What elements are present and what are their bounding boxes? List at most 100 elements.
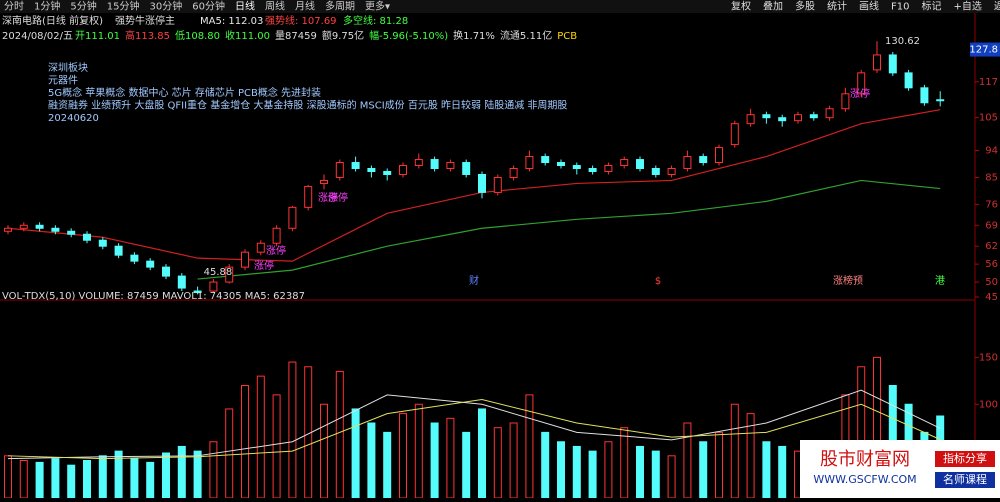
candle-body	[509, 168, 518, 178]
volume-bar	[367, 422, 376, 499]
volume-bar	[67, 464, 76, 499]
y-tick-label: 56	[985, 259, 998, 270]
candle-body	[209, 281, 218, 292]
candle-body	[351, 162, 360, 170]
candle-body	[19, 224, 28, 229]
toolbar-bg	[0, 0, 1000, 13]
volume-bar	[541, 431, 550, 499]
toolbar-item[interactable]: 返回	[994, 1, 1000, 13]
annotation: 涨停	[254, 259, 274, 272]
candle-body	[525, 156, 534, 170]
y-tick-label: 69	[985, 220, 998, 231]
watermark: WWW.GSCFW.COM	[813, 473, 916, 486]
volume-bar	[462, 431, 471, 499]
annotation: $	[655, 276, 661, 287]
header-indicator: 强势牛涨停主	[115, 14, 175, 27]
toolbar-item[interactable]: 日线	[235, 0, 255, 13]
candle-body	[572, 165, 581, 170]
watermark-tag	[935, 451, 995, 467]
toolbar-item[interactable]: 标记	[921, 1, 941, 13]
volume-header: VOL-TDX(5,10) VOLUME: 87459 MAVOL1: 7430…	[2, 291, 305, 302]
volume-bar	[636, 445, 644, 499]
toolbar-item[interactable]: 多周期	[325, 0, 355, 13]
candle-body	[746, 114, 755, 125]
toolbar-item[interactable]: 周线	[265, 0, 285, 13]
volume-bar	[193, 450, 202, 499]
ma-line	[197, 179, 941, 280]
toolbar-item[interactable]: 分时	[4, 1, 24, 13]
candle-body	[794, 114, 802, 122]
volume-bar	[683, 422, 692, 499]
y-tick-label: 45	[985, 292, 998, 303]
toolbar-item[interactable]: 复权	[731, 0, 751, 13]
volume-bar	[762, 441, 771, 499]
watermark: 股市财富网	[820, 449, 910, 470]
candle-body	[430, 159, 439, 170]
candle-body	[462, 162, 471, 175]
quote-item: 开111.01	[75, 31, 120, 42]
price-highlight	[970, 42, 1000, 57]
candle-body	[541, 156, 550, 164]
candle-body	[383, 170, 392, 175]
volume-bar	[399, 413, 407, 499]
candle-body	[193, 290, 202, 294]
volume-bar	[320, 403, 328, 499]
candle-body	[367, 168, 376, 172]
candle-body	[651, 168, 660, 175]
toolbar-item[interactable]: 1分钟	[34, 0, 60, 13]
toolbar-item[interactable]: 60分钟	[192, 0, 225, 13]
volume-bar	[130, 458, 139, 499]
toolbar-item[interactable]: 30分钟	[149, 0, 182, 13]
candle-body	[414, 159, 423, 167]
volume-bar	[351, 408, 360, 499]
toolbar-item[interactable]: 15分钟	[107, 0, 140, 13]
watermark: 指标分享	[943, 451, 987, 465]
toolbar-item[interactable]: 5分钟	[70, 0, 96, 13]
volume-bar	[335, 370, 344, 499]
volume-bar	[509, 422, 518, 499]
candle-body	[920, 87, 929, 104]
volume-bar	[288, 361, 297, 499]
info-line: 5G概念 苹果概念 数据中心 芯片 存储芯片 PCB概念 先进封装	[48, 86, 321, 99]
candle-body	[715, 147, 723, 164]
info-line: 元器件	[48, 75, 78, 87]
quote-item: 额9.75亿	[322, 29, 364, 42]
quote-item: 流通5.11亿	[500, 29, 552, 42]
annotation: 财	[469, 274, 479, 287]
candle-body	[493, 176, 502, 193]
header-name: 深南电路(日线 前复权)	[2, 14, 103, 27]
y-tick-label: 150	[979, 352, 998, 363]
candle-body	[809, 114, 818, 119]
volume-bar	[35, 461, 44, 499]
y-tick-label: 85	[985, 172, 998, 183]
volume-bar	[4, 455, 12, 499]
volume-bar	[241, 385, 249, 499]
candle-body	[98, 239, 107, 247]
annotation: 涨停	[266, 244, 286, 257]
toolbar-item[interactable]: 统计	[827, 0, 847, 13]
volume-line	[7, 389, 941, 460]
candle-body	[604, 165, 613, 172]
candle-body	[683, 156, 692, 170]
y-tick-label: 50	[985, 277, 998, 288]
toolbar-item[interactable]: 画线	[859, 0, 879, 13]
toolbar-item[interactable]: 多股	[795, 0, 815, 13]
candle-body	[272, 227, 281, 244]
volume-bar	[383, 431, 392, 499]
info-line: 融资融券 业绩预升 大盘股 QFII重仓 基金增仓 大基金持股 深股通标的 MS…	[48, 99, 567, 112]
candle-body	[446, 162, 455, 170]
volume-bar	[177, 445, 186, 499]
annotation: 港	[935, 275, 945, 287]
volume-bar	[272, 394, 281, 499]
toolbar-item[interactable]: 更多▾	[365, 0, 390, 13]
volume-bar	[778, 445, 787, 499]
volume-bar	[256, 375, 265, 499]
toolbar-item[interactable]: F10	[891, 2, 909, 13]
y-tick-label: 100	[979, 399, 998, 410]
toolbar-item[interactable]: 叠加	[763, 1, 783, 13]
quote-item: 幅-5.96(-5.10%)	[369, 29, 448, 42]
header-strong-line: 强势线: 107.69	[265, 14, 337, 27]
toolbar-item[interactable]: 月线	[295, 0, 315, 13]
candle-body	[304, 185, 313, 208]
toolbar-item[interactable]: +自选	[953, 0, 981, 13]
